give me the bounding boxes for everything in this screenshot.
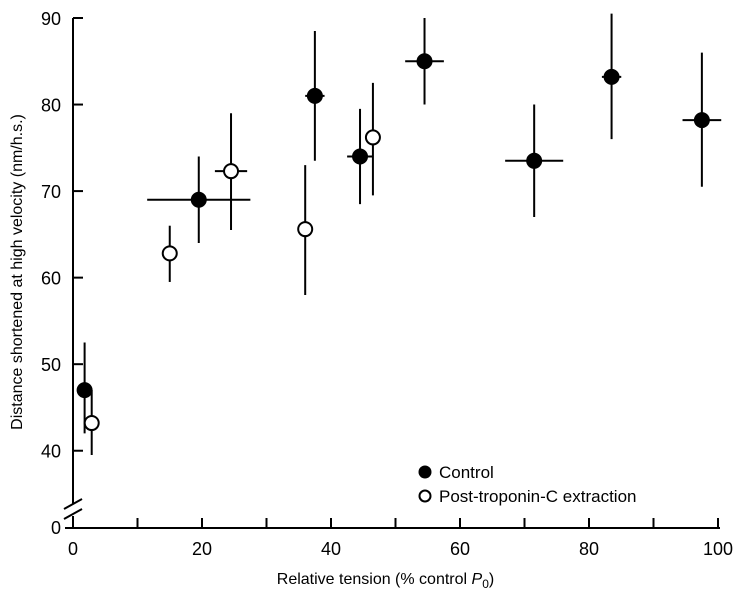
- legend-marker-control: [418, 465, 432, 479]
- y-break-tick-label: 0: [51, 518, 61, 538]
- data-point-control: [416, 53, 433, 70]
- y-break-slash: [63, 498, 83, 510]
- x-axis-label-text: Relative tension (% control: [277, 571, 472, 588]
- y-tick-label: 40: [41, 442, 61, 462]
- data-point-control: [76, 382, 93, 399]
- data-point-post-extraction: [297, 221, 314, 238]
- y-tick-label: 70: [41, 182, 61, 202]
- y-tick-label: 90: [41, 9, 61, 29]
- error-bars: [83, 13, 722, 456]
- data-point-post-extraction: [83, 415, 100, 432]
- data-point-post-extraction: [223, 163, 240, 180]
- data-point-control: [306, 87, 323, 104]
- legend-label-control: Control: [439, 463, 494, 482]
- legend: Control Post-troponin-C extraction: [418, 463, 636, 506]
- data-point-control: [352, 148, 369, 165]
- y-tick-label: 60: [41, 269, 61, 289]
- x-tick-label: 80: [579, 539, 599, 559]
- y-break-slash: [63, 508, 83, 520]
- x-axis-label-suffix: ): [489, 571, 494, 588]
- x-ticks: 0 20 40 60 80 100: [68, 518, 733, 559]
- data-point-control: [526, 152, 543, 169]
- axes: [63, 18, 720, 529]
- data-point-control: [190, 191, 207, 208]
- y-ticks: 40 50 60 70 80 90: [41, 9, 83, 462]
- data-point-control: [693, 112, 710, 129]
- legend-label-post-extraction: Post-troponin-C extraction: [439, 487, 636, 506]
- x-tick-label: 20: [192, 539, 212, 559]
- y-tick-label: 80: [41, 96, 61, 116]
- y-axis-label: Distance shortened at high velocity (nm/…: [9, 114, 26, 430]
- x-tick-label: 0: [68, 539, 78, 559]
- data-point-post-extraction: [161, 245, 178, 262]
- x-tick-label: 100: [703, 539, 733, 559]
- x-tick-label: 40: [321, 539, 341, 559]
- data-point-control: [603, 68, 620, 85]
- x-axis-label: Relative tension (% control P0): [277, 571, 494, 590]
- data-points: [76, 53, 710, 432]
- x-tick-label: 60: [450, 539, 470, 559]
- x-axis-label-subscript: 0: [482, 577, 489, 590]
- legend-marker-post-extraction: [418, 489, 432, 503]
- data-point-post-extraction: [364, 129, 381, 146]
- y-tick-label: 50: [41, 355, 61, 375]
- x-axis-label-symbol: P: [472, 571, 483, 588]
